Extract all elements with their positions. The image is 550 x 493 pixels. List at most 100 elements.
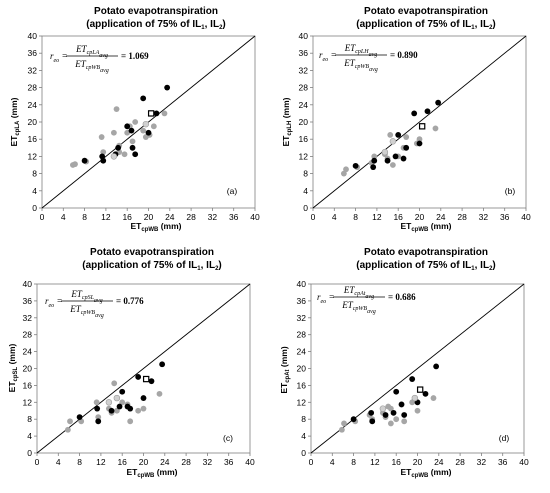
x-tick-label: 32: [477, 457, 487, 467]
data-point: [121, 151, 128, 158]
x-tick-label: 36: [500, 212, 510, 222]
y-tick-label: 36: [297, 296, 307, 306]
x-tick-label: 8: [353, 212, 358, 222]
data-point: [127, 405, 134, 412]
y-tick-label: 36: [23, 296, 33, 306]
y-tick-label: 24: [297, 347, 307, 357]
data-point: [81, 157, 88, 164]
x-tick-label: 36: [224, 457, 234, 467]
y-tick-label: 16: [299, 134, 309, 144]
data-point: [387, 132, 394, 138]
equation-numerator: ETcpSLavg: [70, 289, 102, 304]
x-tick-label: 20: [139, 457, 149, 467]
data-point: [416, 136, 423, 143]
data-point: [392, 153, 399, 160]
x-tick-label: 24: [165, 212, 175, 222]
x-tick-label: 32: [208, 212, 218, 222]
data-point: [387, 420, 394, 427]
data-point: [124, 123, 131, 130]
data-point: [340, 170, 347, 177]
equation-value: = 1.069: [121, 51, 149, 61]
data-point: [159, 361, 166, 368]
data-point: [116, 403, 123, 410]
y-tick-label: 40: [28, 31, 38, 41]
x-tick-label: 28: [181, 457, 191, 467]
data-point: [95, 418, 102, 425]
y-tick-label: 4: [27, 431, 32, 441]
x-tick-label: 16: [393, 212, 403, 222]
equation-value: = 0.686: [388, 292, 416, 302]
x-tick-label: 0: [309, 457, 314, 467]
data-point: [145, 129, 152, 136]
data-point: [389, 138, 397, 145]
data-point: [400, 155, 407, 162]
data-point: [142, 120, 150, 128]
data-point: [430, 395, 437, 401]
y-tick-label: 0: [301, 448, 306, 458]
y-tick-label: 40: [23, 279, 33, 289]
y-tick-label: 0: [32, 203, 37, 213]
y-tick-label: 16: [297, 380, 307, 390]
equation-value: = 0.776: [116, 296, 144, 306]
x-tick-label: 16: [122, 212, 132, 222]
x-tick-label: 40: [519, 457, 529, 467]
data-point: [140, 395, 147, 401]
data-point-square: [416, 386, 424, 393]
data-point: [140, 405, 147, 412]
y-tick-label: 16: [23, 380, 33, 390]
panel-d: Potato evapotranspiration (application o…: [279, 247, 529, 479]
data-point: [338, 426, 345, 433]
data-point: [135, 374, 142, 380]
x-tick-label: 24: [434, 457, 444, 467]
data-point: [93, 399, 100, 406]
y-tick-label: 24: [23, 347, 33, 357]
y-tick-label: 4: [303, 186, 308, 196]
y-tick-label: 0: [27, 448, 32, 458]
y-tick-label: 8: [27, 414, 32, 424]
y-axis-label: ETcpLH (mm): [281, 97, 293, 146]
data-point: [119, 399, 126, 406]
data-point: [127, 418, 134, 425]
x-tick-label: 16: [391, 457, 401, 467]
x-tick-label: 4: [61, 212, 66, 222]
data-point: [384, 157, 391, 164]
x-axis-label: ETcpWB (mm): [130, 221, 181, 233]
x-tick-label: 0: [311, 212, 316, 222]
equation-denominator: ETcpWBavg: [341, 300, 376, 315]
y-tick-label: 24: [299, 100, 309, 110]
one-to-one-line: [312, 35, 527, 209]
data-point: [381, 148, 389, 156]
panel-c: Potato evapotranspiration (application o…: [7, 247, 255, 479]
data-point: [403, 144, 410, 151]
data-point: [100, 157, 107, 164]
x-tick-label: 8: [351, 457, 356, 467]
data-point: [95, 414, 102, 420]
data-point: [371, 153, 378, 160]
chart-title-line1: Potato evapotranspiration: [364, 6, 488, 17]
data-point-square: [418, 123, 426, 130]
x-tick-label: 28: [186, 212, 196, 222]
data-point: [156, 390, 163, 397]
data-point: [64, 426, 71, 433]
data-point: [395, 132, 402, 138]
data-point: [409, 376, 416, 382]
data-point: [111, 380, 118, 387]
y-tick-label: 28: [299, 83, 309, 93]
equation-lhs: reo =: [317, 292, 335, 305]
data-point: [393, 388, 400, 395]
equation-lhs: reo =: [50, 51, 68, 64]
y-tick-label: 4: [32, 186, 37, 196]
equation-numerator: ETcpLHavg: [344, 43, 378, 58]
y-tick-label: 36: [299, 48, 309, 58]
data-point: [94, 405, 101, 412]
equation-numerator: ETcpAtavg: [343, 285, 374, 300]
x-tick-label: 8: [77, 457, 82, 467]
data-point: [403, 134, 410, 140]
y-tick-label: 0: [303, 203, 308, 213]
y-axis-label: ETcpAt (mm): [279, 346, 291, 394]
y-tick-label: 32: [28, 65, 38, 75]
data-point: [398, 401, 405, 408]
data-point: [389, 162, 396, 168]
data-point: [150, 123, 157, 130]
